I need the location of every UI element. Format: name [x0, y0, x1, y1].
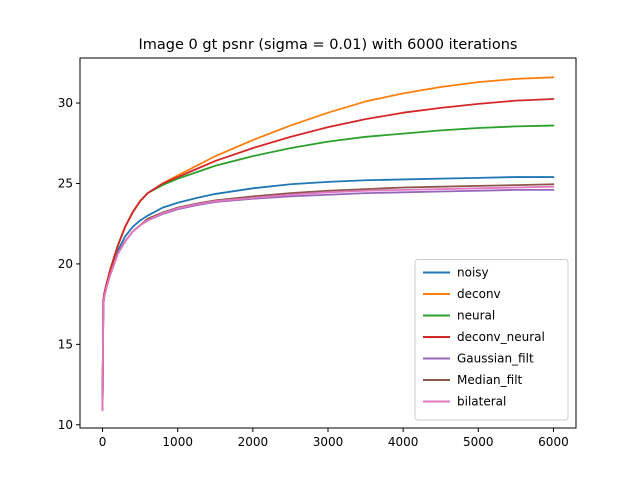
legend: noisy deconv neural deconv_neural Gaussian_f… — [414, 259, 569, 421]
x-tick-label: 5000 — [463, 435, 494, 449]
x-tick-label: 0 — [99, 435, 107, 449]
y-axis: 10 15 20 25 30 — [58, 96, 80, 432]
series-line-bilateral — [101, 185, 555, 412]
legend-label: neural — [457, 309, 495, 323]
y-tick-label: 20 — [58, 257, 73, 271]
legend-label: deconv_neural — [457, 330, 545, 344]
y-tick-label: 10 — [58, 418, 73, 432]
y-tick-label: 15 — [58, 337, 73, 351]
series-layer — [101, 76, 555, 412]
series-line-deconv-neural — [101, 98, 555, 408]
x-tick-label: 3000 — [313, 435, 344, 449]
legend-label: bilateral — [457, 395, 506, 409]
legend-label: deconv — [457, 287, 501, 301]
x-tick-label: 1000 — [162, 435, 193, 449]
y-tick-label: 30 — [58, 96, 73, 110]
x-tick-label: 2000 — [238, 435, 269, 449]
y-tick-label: 25 — [58, 176, 73, 190]
x-tick-label: 6000 — [538, 435, 569, 449]
legend-label: Gaussian_filt — [457, 352, 534, 366]
x-tick-label: 4000 — [388, 435, 419, 449]
legend-box — [414, 259, 569, 421]
legend-label: noisy — [457, 266, 489, 280]
legend-label: Median_filt — [457, 373, 523, 387]
x-axis: 0 1000 2000 3000 4000 5000 6000 — [99, 428, 569, 449]
chart-title: Image 0 gt psnr (sigma = 0.01) with 6000… — [139, 37, 518, 53]
